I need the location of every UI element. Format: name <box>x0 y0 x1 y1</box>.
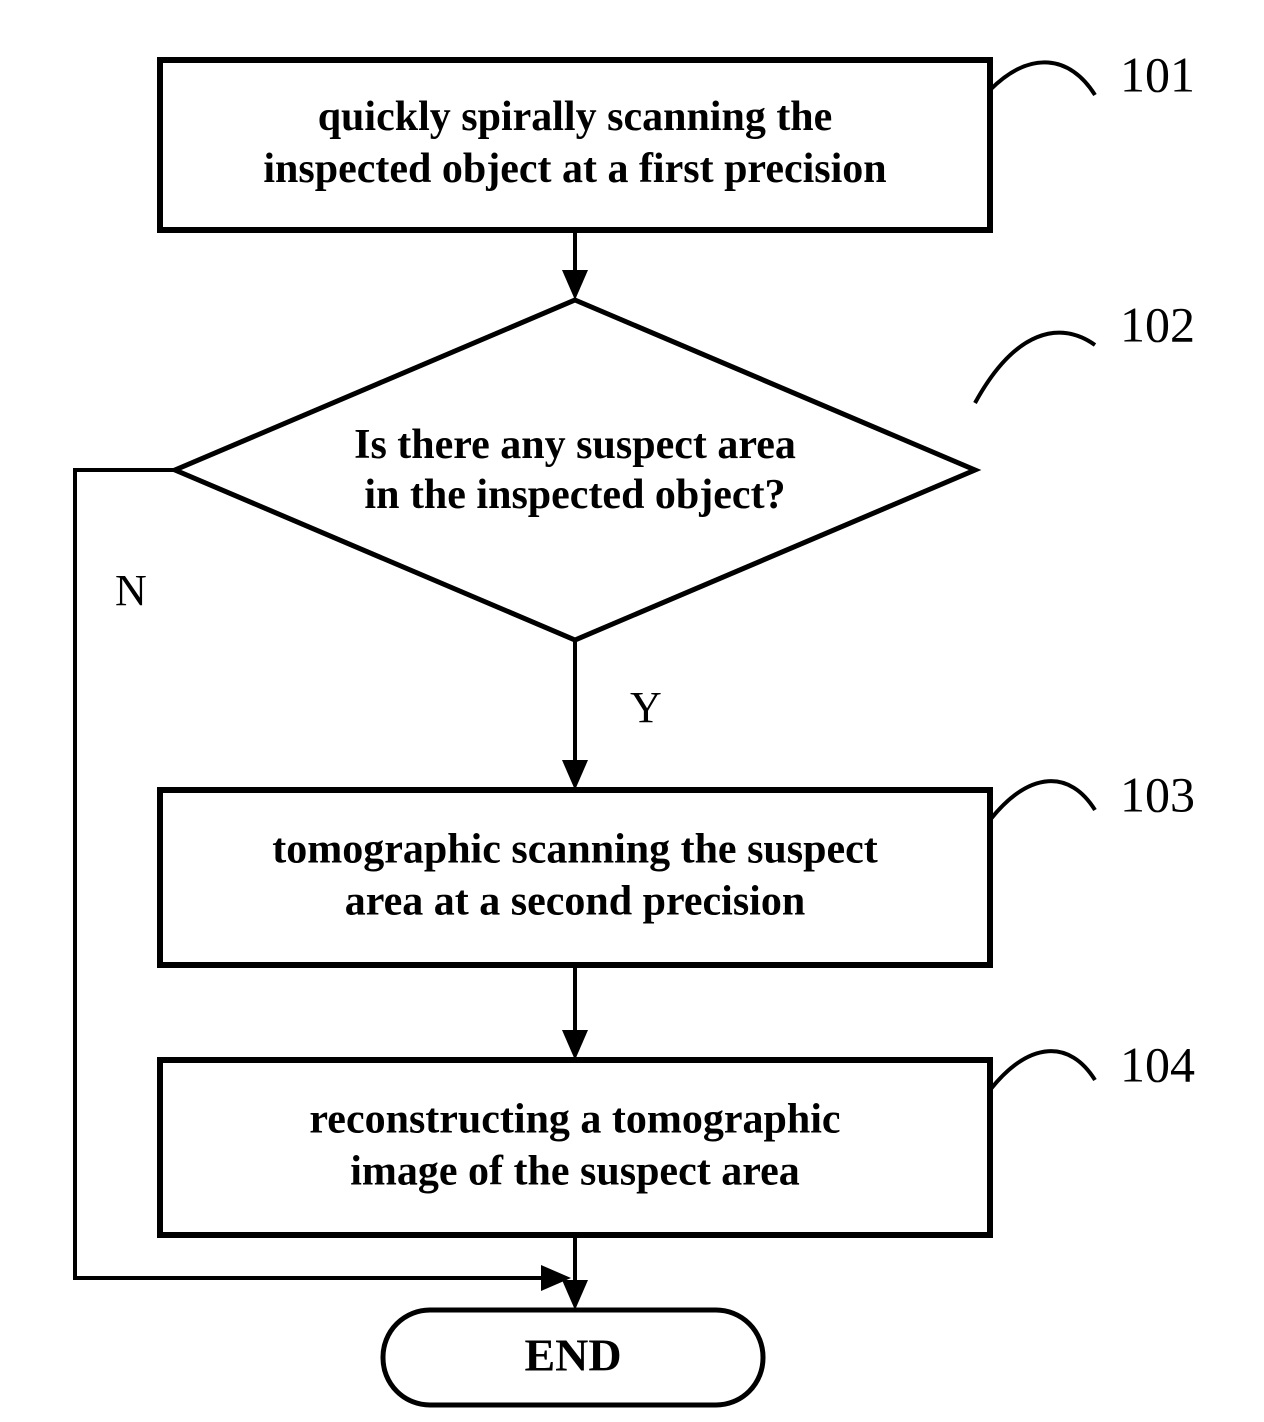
callout-number: 104 <box>1120 1036 1195 1092</box>
branch-label-n: N <box>115 566 147 615</box>
callout-curve <box>990 62 1095 95</box>
callout-curve <box>990 1051 1095 1090</box>
box-text-end: END <box>524 1329 621 1380</box>
callout-curve <box>990 781 1095 820</box>
callout-number: 102 <box>1120 296 1195 352</box>
decision-diamond-d102 <box>175 300 975 640</box>
callout-number: 103 <box>1120 766 1195 822</box>
callout-number: 101 <box>1120 46 1195 102</box>
branch-label-y: Y <box>630 683 662 732</box>
callout-curve <box>975 333 1095 403</box>
